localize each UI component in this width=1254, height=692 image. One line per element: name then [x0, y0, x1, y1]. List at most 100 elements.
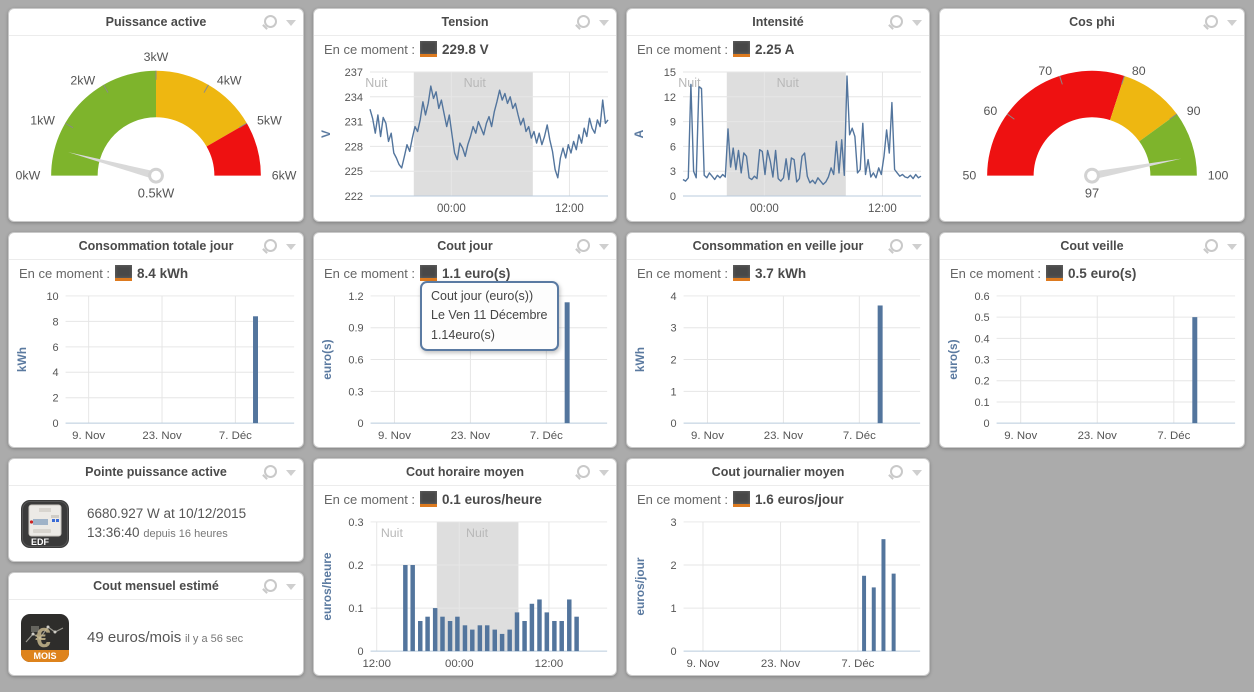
magnifier-icon[interactable]	[264, 239, 277, 252]
svg-text:9. Nov: 9. Nov	[1004, 430, 1037, 442]
magnifier-icon[interactable]	[1205, 239, 1218, 252]
conso-veille-chart[interactable]: 0 1 2 3 4 9. Nov 23. Nov 7. Déc kWh	[627, 286, 929, 447]
current-label: En ce moment :	[637, 491, 729, 507]
info-body: € MOIS 49 euros/mois il y a 56 sec	[9, 600, 303, 675]
chevron-down-icon[interactable]	[912, 244, 922, 250]
magnifier-icon[interactable]	[890, 239, 903, 252]
magnifier-icon[interactable]	[577, 465, 590, 478]
svg-text:Nuit: Nuit	[466, 526, 489, 540]
svg-text:Nuit: Nuit	[678, 76, 701, 90]
widget-title: Intensité	[752, 15, 804, 29]
chevron-down-icon[interactable]	[1227, 20, 1237, 26]
svg-text:7. Déc: 7. Déc	[530, 430, 563, 442]
widget-conso-totale-jour: Consommation totale jour En ce moment : …	[8, 232, 304, 448]
svg-text:0.5kW: 0.5kW	[138, 185, 175, 200]
puissance-gauge[interactable]: 0kW 1kW 2kW 3kW 4kW 5kW 6kW 0.5kW	[9, 36, 303, 221]
svg-text:97: 97	[1085, 185, 1099, 200]
svg-text:Nuit: Nuit	[381, 526, 404, 540]
magnifier-icon[interactable]	[264, 465, 277, 478]
widget-pointe-puissance: Pointe puissance active EDF	[8, 458, 304, 562]
magnifier-icon[interactable]	[890, 465, 903, 478]
current-value-row: En ce moment : 229.8 V	[314, 36, 616, 62]
widget-tension: Tension En ce moment : 229.8 V Nuit Nuit 2…	[313, 8, 617, 222]
current-value-row: En ce moment : 0.1 euros/heure	[314, 486, 616, 512]
chevron-down-icon[interactable]	[912, 470, 922, 476]
widget-cout-mensuel: Cout mensuel estimé € MOIS 49 euros/mois	[8, 572, 304, 676]
svg-text:3: 3	[671, 323, 677, 335]
chevron-down-icon[interactable]	[286, 470, 296, 476]
info-body: EDF 6680.927 W at 10/12/2015 13:36:40 de…	[9, 486, 303, 561]
cout-journalier-chart[interactable]: 0 1 2 3 9. Nov 23. Nov 7. Déc euros/jour	[627, 512, 929, 675]
svg-text:Nuit: Nuit	[365, 76, 388, 90]
svg-text:0.6: 0.6	[974, 291, 989, 303]
meter-thumb-icon	[115, 265, 133, 281]
svg-text:0.1: 0.1	[348, 603, 363, 615]
current-value: 2.25 A	[755, 41, 795, 57]
magnifier-icon[interactable]	[577, 15, 590, 28]
svg-text:euros/heure: euros/heure	[320, 552, 334, 621]
current-value: 0.5 euro(s)	[1068, 265, 1137, 281]
widget-title: Tension	[441, 15, 489, 29]
magnifier-icon[interactable]	[577, 239, 590, 252]
chevron-down-icon[interactable]	[599, 470, 609, 476]
magnifier-icon[interactable]	[1205, 15, 1218, 28]
svg-text:2: 2	[671, 560, 677, 572]
svg-text:237: 237	[345, 67, 363, 79]
svg-text:225: 225	[345, 166, 363, 178]
svg-text:0.2: 0.2	[974, 376, 989, 388]
chevron-down-icon[interactable]	[1227, 244, 1237, 250]
svg-text:8: 8	[53, 316, 59, 328]
meter-thumb-icon	[420, 41, 438, 57]
widget-header: Puissance active	[9, 9, 303, 36]
magnifier-icon[interactable]	[264, 15, 277, 28]
magnifier-icon[interactable]	[890, 15, 903, 28]
widget-intensite: Intensité En ce moment : 2.25 A Nuit Nuit…	[626, 8, 930, 222]
euro-thumb-icon	[1046, 265, 1064, 281]
widget-title: Pointe puissance active	[85, 465, 227, 479]
chevron-down-icon[interactable]	[912, 20, 922, 26]
cosphi-gauge[interactable]: 50 60 70 80 90 100 97	[940, 36, 1244, 221]
current-value-row: En ce moment : 3.7 kWh	[627, 260, 929, 286]
svg-text:V: V	[319, 130, 333, 138]
svg-text:23. Nov: 23. Nov	[451, 430, 491, 442]
svg-text:1kW: 1kW	[30, 114, 55, 128]
widget-header: Consommation totale jour	[9, 233, 303, 260]
widget-header: Tension	[314, 9, 616, 36]
current-value-row: En ce moment : 8.4 kWh	[9, 260, 303, 286]
svg-text:9. Nov: 9. Nov	[378, 430, 411, 442]
svg-text:50: 50	[963, 169, 977, 183]
magnifier-icon[interactable]	[264, 579, 277, 592]
current-value-row: En ce moment : 2.25 A	[627, 36, 929, 62]
svg-text:228: 228	[345, 141, 363, 153]
tension-chart[interactable]: Nuit Nuit 222 225 228 231 234 237 00:00 12:00 V	[314, 62, 616, 220]
widget-title: Consommation totale jour	[78, 239, 234, 253]
widget-cout-veille: Cout veille En ce moment : 0.5 euro(s) 0…	[939, 232, 1245, 448]
svg-text:6kW: 6kW	[272, 169, 297, 183]
svg-text:12:00: 12:00	[868, 203, 897, 215]
widget-cout-horaire: Cout horaire moyen En ce moment : 0.1 eu…	[313, 458, 617, 676]
chevron-down-icon[interactable]	[286, 20, 296, 26]
cout-horaire-chart[interactable]: Nuit Nuit 0 0.1 0.2 0.3 12:00 00:00 12:00 euros/h…	[314, 512, 616, 675]
svg-text:7. Déc: 7. Déc	[841, 658, 874, 670]
widget-cout-journalier: Cout journalier moyen En ce moment : 1.6…	[626, 458, 930, 676]
current-value: 8.4 kWh	[137, 265, 189, 281]
svg-text:7. Déc: 7. Déc	[843, 430, 876, 442]
chevron-down-icon[interactable]	[286, 584, 296, 590]
svg-text:0: 0	[671, 646, 677, 658]
svg-text:00:00: 00:00	[750, 203, 779, 215]
cout-jour-chart[interactable]: 0 0.3 0.6 0.9 1.2 9. Nov 23. Nov 7. Déc euro(s)	[314, 286, 616, 447]
current-value: 0.1 euros/heure	[442, 491, 542, 507]
intensite-chart[interactable]: Nuit Nuit 0 3 6 9 12 15 00:00 12:00 A	[627, 62, 929, 220]
pointe-sub: depuis 16 heures	[143, 528, 228, 541]
chevron-down-icon[interactable]	[599, 244, 609, 250]
euro-thumb-icon	[420, 265, 438, 281]
current-value-row: En ce moment : 1.1 euro(s)	[314, 260, 616, 286]
svg-text:3kW: 3kW	[144, 50, 169, 64]
chevron-down-icon[interactable]	[286, 244, 296, 250]
info-text: 6680.927 W at 10/12/2015 13:36:40 depuis…	[87, 504, 291, 544]
euro-thumb-icon	[420, 491, 438, 507]
svg-text:23. Nov: 23. Nov	[142, 430, 182, 442]
cout-veille-chart[interactable]: 0 0.1 0.2 0.3 0.4 0.5 0.6 9. Nov 23. Nov 7. Déc eu…	[940, 286, 1244, 447]
conso-totale-chart[interactable]: 0 2 4 6 8 10 9. Nov 23. Nov 7. Déc kWh	[9, 286, 303, 447]
chevron-down-icon[interactable]	[599, 20, 609, 26]
